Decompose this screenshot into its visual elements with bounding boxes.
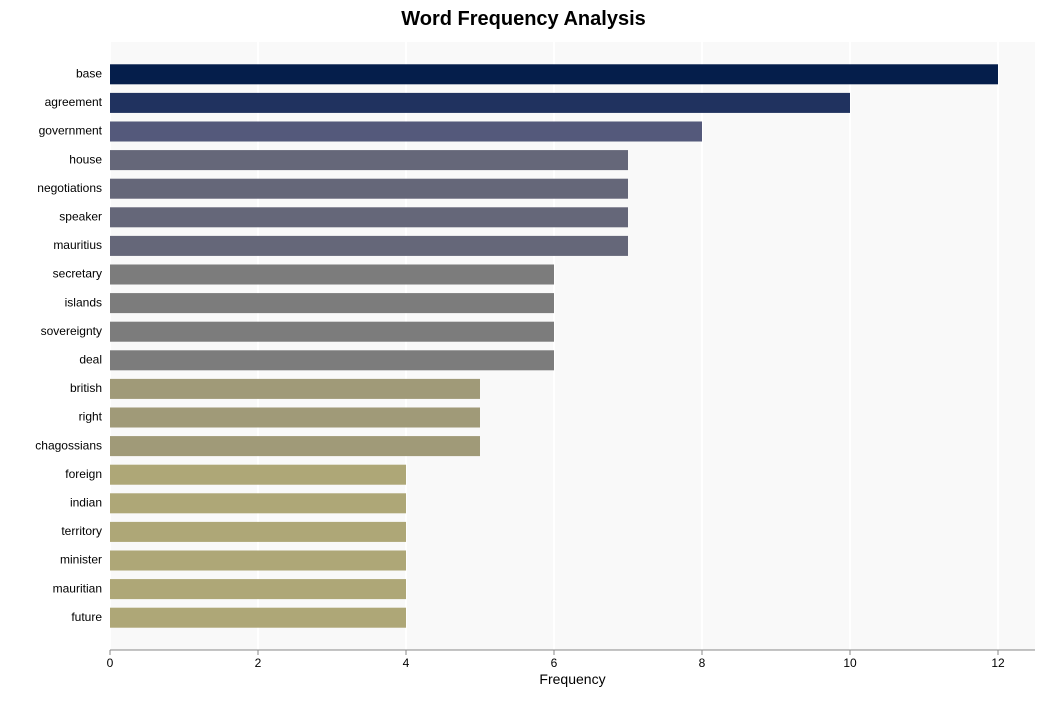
word-frequency-chart: Word Frequency Analysis baseagreementgov… (0, 0, 1047, 701)
bar (110, 579, 406, 599)
bar (110, 407, 480, 427)
bar (110, 207, 628, 227)
y-tick-label: future (71, 610, 102, 624)
y-tick-label: british (70, 381, 102, 395)
bar (110, 350, 554, 370)
bar (110, 550, 406, 570)
x-tick-label: 10 (843, 656, 857, 670)
y-tick-label: agreement (45, 95, 103, 109)
y-tick-label: islands (65, 295, 102, 309)
y-tick-label: secretary (53, 267, 102, 281)
y-tick-label: territory (61, 524, 102, 538)
y-tick-label: deal (79, 352, 102, 366)
x-tick-label: 6 (551, 656, 558, 670)
bar (110, 379, 480, 399)
y-tick-label: minister (60, 553, 102, 567)
bar (110, 64, 998, 84)
y-tick-label: foreign (65, 467, 102, 481)
y-tick-label: sovereignty (41, 324, 102, 338)
y-tick-label: mauritius (53, 238, 102, 252)
bar (110, 493, 406, 513)
bar (110, 322, 554, 342)
bar (110, 465, 406, 485)
x-tick-label: 4 (403, 656, 410, 670)
bar (110, 608, 406, 628)
x-axis-label: Frequency (539, 671, 605, 687)
y-tick-label: right (79, 410, 103, 424)
y-tick-label: government (39, 124, 103, 138)
bar (110, 522, 406, 542)
x-tick-label: 0 (107, 656, 114, 670)
bar (110, 150, 628, 170)
y-tick-label: chagossians (35, 438, 102, 452)
y-tick-label: house (69, 152, 102, 166)
x-tick-label: 8 (699, 656, 706, 670)
x-tick-label: 12 (991, 656, 1005, 670)
bar (110, 264, 554, 284)
chart-svg: base agreement government house negotiations… (0, 0, 1047, 701)
bar (110, 436, 480, 456)
y-tick-label: base (76, 66, 102, 80)
x-tick-label: 2 (255, 656, 262, 670)
bar (110, 236, 628, 256)
bar (110, 293, 554, 313)
y-tick-label: speaker (59, 209, 102, 223)
bar (110, 179, 628, 199)
bar (110, 121, 702, 141)
y-tick-label: negotiations (37, 181, 102, 195)
bar (110, 93, 850, 113)
y-tick-label: indian (70, 495, 102, 509)
y-tick-label: mauritian (53, 581, 102, 595)
